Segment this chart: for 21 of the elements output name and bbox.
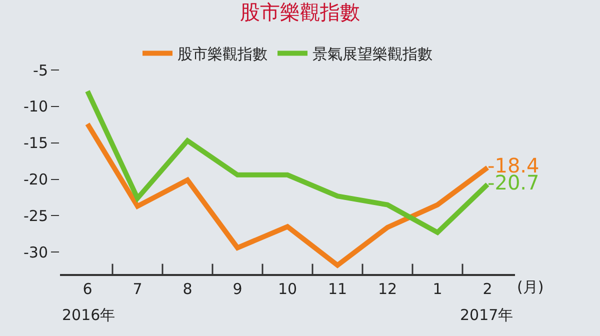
x-axis-title: (月) — [517, 278, 544, 296]
text: 2016年 — [62, 306, 116, 324]
legend-label: 景氣展望樂觀指數 — [312, 45, 432, 64]
y-tick-label: -15 — [24, 134, 48, 152]
x-tick-label: 12 — [378, 280, 398, 298]
x-tick-label: 1 — [432, 280, 442, 298]
x-tick-label: 9 — [232, 280, 242, 298]
y-tick-label: -30 — [24, 243, 48, 262]
chart-title: 股市樂觀指數 — [240, 0, 360, 24]
x-tick-label: 10 — [278, 280, 298, 298]
x-tick-label: 2 — [482, 280, 492, 298]
y-tick-label: -20 — [24, 170, 48, 189]
x-tick-label: 6 — [82, 280, 92, 298]
legend-label: 股市樂觀指數 — [178, 45, 268, 64]
y-tick-label: -25 — [24, 206, 48, 225]
y-tick-label: -10 — [24, 98, 48, 116]
y-tick-label: -5 — [33, 61, 48, 80]
x-tick-label: 8 — [182, 280, 192, 298]
text: 2017年 — [460, 306, 514, 324]
x-tick-label: 11 — [328, 280, 348, 298]
x-tick-label: 7 — [132, 280, 142, 298]
